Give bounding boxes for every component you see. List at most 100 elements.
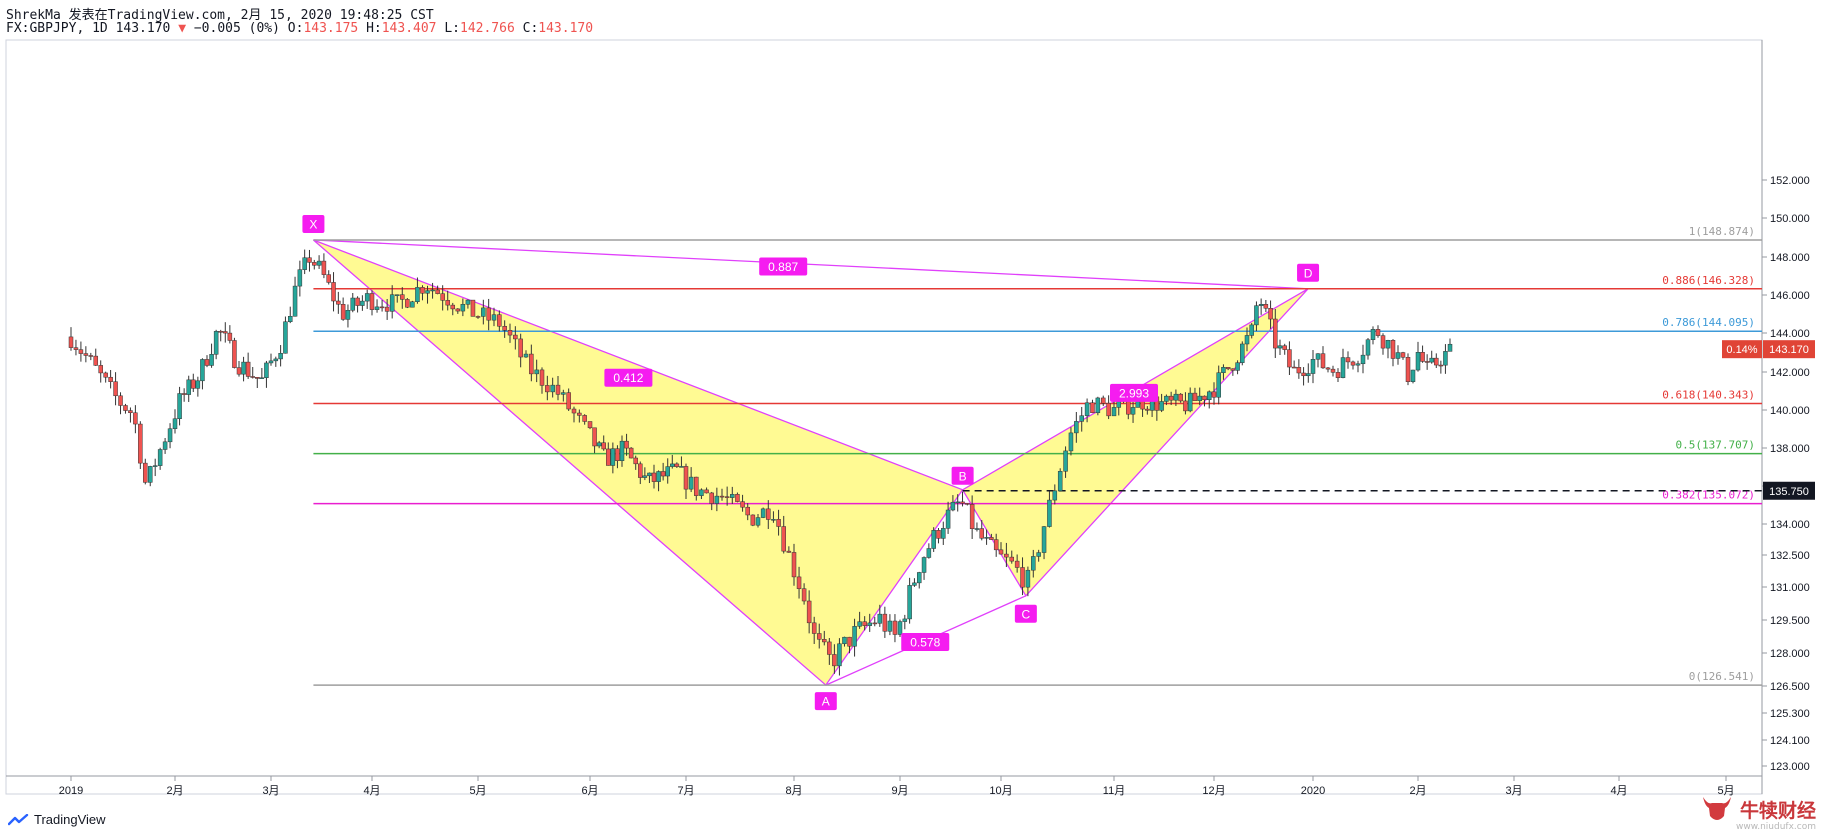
fib-level-label: 0.5(137.707)	[1676, 439, 1755, 452]
candle-body	[550, 384, 555, 393]
candle-body	[236, 367, 242, 375]
candle-body	[138, 423, 143, 464]
candle-body	[1225, 367, 1231, 370]
candle-body	[912, 582, 917, 586]
candle-body	[1405, 357, 1411, 382]
label-text: C	[1022, 607, 1031, 621]
candle-body	[1090, 402, 1095, 414]
candle-body	[420, 287, 425, 294]
x-tick-label: 10月	[989, 785, 1012, 797]
pattern-triangle-bcd	[961, 288, 1309, 597]
candle-body	[302, 257, 307, 270]
candle-body	[887, 620, 893, 632]
ratio-label: 0.578	[901, 633, 950, 651]
candle-body	[1145, 408, 1150, 411]
candle-body	[147, 466, 153, 483]
candle-body	[806, 600, 812, 624]
candle-body	[460, 304, 466, 312]
candle-body	[273, 358, 279, 362]
candle-body	[465, 299, 471, 305]
candle-body	[481, 307, 486, 317]
candle-body	[842, 636, 847, 645]
candle-body	[450, 304, 456, 310]
label-text: D	[1304, 266, 1313, 280]
candle-body	[857, 621, 862, 627]
candle-body	[128, 410, 133, 414]
candle-body	[345, 310, 351, 320]
candle-body	[133, 412, 138, 425]
y-tick-label: 123.000	[1770, 761, 1810, 773]
y-tick-label: 126.500	[1770, 681, 1810, 693]
candle-body	[1330, 368, 1336, 373]
candle-body	[656, 471, 661, 482]
candle-body	[350, 297, 356, 311]
candle-body	[379, 306, 385, 309]
candle-body	[177, 393, 182, 419]
candle-body	[1429, 357, 1434, 363]
candle-body	[1360, 354, 1366, 365]
x-tick-label: 5月	[1717, 785, 1734, 797]
publisher-info: ShrekMa 发表在TradingView.com, 2月 15, 2020 …	[6, 8, 434, 23]
candle-body	[1410, 369, 1416, 382]
candle-body	[694, 476, 699, 496]
candle-body	[1159, 401, 1164, 411]
label-text: 0.412	[613, 371, 643, 385]
candle-body	[123, 405, 128, 411]
candle-body	[555, 384, 561, 395]
tradingview-brand: TradingView	[34, 812, 106, 827]
candle-body	[1063, 450, 1068, 472]
candle-body	[979, 528, 985, 539]
candle-body	[786, 550, 792, 553]
candle-body	[241, 361, 246, 375]
candle-body	[660, 471, 666, 477]
candle-body	[827, 641, 832, 655]
candle-body	[181, 393, 187, 395]
watermark-name: 牛犊财经	[1739, 799, 1816, 822]
candle-body	[1325, 367, 1331, 370]
candle-body	[1375, 329, 1381, 336]
candle-body	[755, 517, 761, 526]
candle-body	[882, 613, 888, 632]
candle-body	[218, 331, 223, 333]
candle-body	[1291, 366, 1297, 369]
candle-body	[268, 360, 274, 364]
candle-body	[486, 307, 491, 321]
open-value: 143.175	[303, 21, 359, 36]
candle-body	[1202, 395, 1207, 400]
candle-body	[945, 509, 951, 529]
x-tick-label: 11月	[1103, 785, 1125, 797]
candle-body	[1240, 343, 1245, 363]
tradingview-logo-icon	[8, 813, 29, 825]
y-tick-label: 144.000	[1770, 328, 1810, 340]
candle-body	[1014, 560, 1020, 568]
candle-body	[796, 576, 802, 589]
tradingview-logo[interactable]: TradingView	[8, 812, 106, 827]
candle-body	[816, 633, 822, 640]
candle-body	[969, 504, 975, 530]
candle-body	[714, 495, 720, 504]
candle-body	[1031, 556, 1036, 571]
candle-body	[1296, 367, 1302, 374]
candle-body	[152, 465, 158, 467]
candle-body	[232, 340, 237, 368]
candle-body	[103, 372, 108, 378]
candle-body	[186, 379, 191, 395]
pattern-point-x: X	[302, 214, 325, 233]
candle-body	[679, 466, 684, 468]
candle-body	[93, 355, 99, 366]
candle-body	[847, 636, 852, 647]
candle-body	[1350, 361, 1356, 366]
low-label: L:	[444, 21, 460, 36]
candle-body	[642, 475, 648, 478]
label-text: 2.993	[1119, 386, 1149, 400]
candle-body	[1116, 401, 1122, 408]
label-box	[951, 466, 974, 485]
candle-body	[877, 613, 883, 624]
candle-body	[360, 300, 365, 306]
candle-body	[88, 355, 94, 357]
change-pct-text: 0.14%	[1726, 344, 1757, 356]
candle-body	[1079, 415, 1084, 422]
candle-body	[1340, 357, 1346, 378]
candle-body	[745, 506, 750, 516]
